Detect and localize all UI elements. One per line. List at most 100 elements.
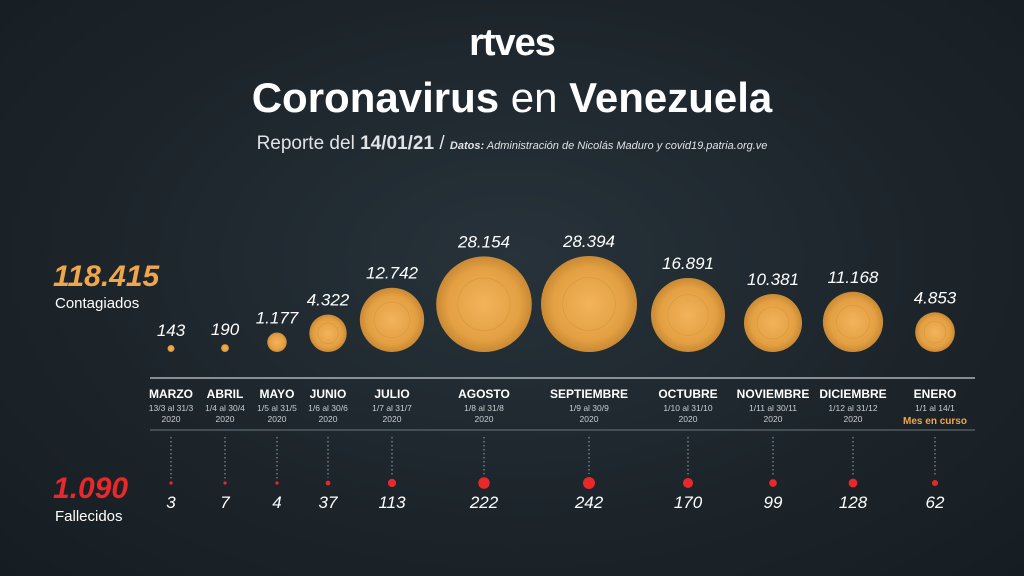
- cases-bubble-julio: [359, 287, 425, 352]
- month-name-agosto: AGOSTO: [458, 387, 510, 401]
- cases-label-julio: 12.742: [366, 264, 419, 283]
- month-year-agosto: 2020: [475, 414, 494, 424]
- bubble-ring-septiembre: [562, 277, 616, 331]
- deaths-label-octubre: 170: [674, 493, 703, 512]
- title-part-venezuela: Venezuela: [569, 74, 773, 121]
- cases-bubble-abril: [221, 344, 229, 353]
- month-range-abril: 1/4 al 30/4: [205, 403, 245, 413]
- data-source-text: Administración de Nicolás Maduro y covid…: [484, 140, 768, 152]
- month-year-mayo: 2020: [268, 414, 287, 424]
- bubble-ring-noviembre: [756, 306, 790, 340]
- deaths-label-julio: 113: [378, 493, 406, 512]
- deaths-dot-agosto: [478, 477, 490, 489]
- cases-bubble-junio: [309, 314, 347, 353]
- deaths-label-abril: 7: [220, 493, 230, 512]
- cases-label-mayo: 1.177: [256, 308, 299, 327]
- month-name-marzo: MARZO: [149, 387, 193, 401]
- deaths-dot-octubre: [682, 477, 694, 489]
- month-range-enero: 1/1 al 14/1: [915, 403, 955, 413]
- total-deaths-label: Fallecidos: [55, 508, 123, 525]
- cases-label-enero: 4.853: [914, 288, 957, 307]
- month-year-julio: 2020: [383, 414, 402, 424]
- cases-label-abril: 190: [211, 320, 240, 339]
- month-name-noviembre: NOVIEMBRE: [737, 387, 810, 401]
- month-range-mayo: 1/5 al 31/5: [257, 403, 297, 413]
- bubble-ring-enero: [923, 320, 947, 344]
- deaths-dot-mayo: [275, 481, 279, 485]
- month-name-mayo: MAYO: [260, 387, 295, 401]
- deaths-label-mayo: 4: [272, 493, 281, 512]
- month-year-septiembre: 2020: [580, 414, 599, 424]
- month-range-septiembre: 1/9 al 30/9: [569, 403, 609, 413]
- deaths-dot-enero: [931, 479, 939, 487]
- deaths-label-enero: 62: [926, 493, 945, 512]
- month-name-julio: JULIO: [374, 387, 409, 401]
- month-year-octubre: 2020: [679, 414, 698, 424]
- month-range-junio: 1/6 al 30/6: [308, 403, 348, 413]
- bubble-ring-agosto: [457, 277, 511, 331]
- month-range-marzo: 13/3 al 31/3: [149, 403, 194, 413]
- total-cases-value: 118.415: [53, 260, 160, 293]
- cases-label-marzo: 143: [157, 321, 186, 340]
- month-name-septiembre: SEPTIEMBRE: [550, 387, 628, 401]
- total-deaths-value: 1.090: [53, 472, 129, 505]
- month-range-julio: 1/7 al 31/7: [372, 403, 412, 413]
- deaths-label-junio: 37: [319, 493, 338, 512]
- subtitle-separator: /: [434, 133, 450, 154]
- title-part-en: en: [499, 74, 570, 121]
- data-source-label: Datos:: [449, 140, 485, 152]
- data-source: Datos: Administración de Nicolás Maduro …: [450, 140, 768, 152]
- deaths-dot-septiembre: [583, 477, 595, 489]
- cases-bubble-enero: [915, 312, 955, 352]
- month-range-diciembre: 1/12 al 31/12: [828, 403, 877, 413]
- deaths-dot-marzo: [169, 481, 173, 485]
- deaths-label-septiembre: 242: [574, 493, 604, 512]
- cases-label-septiembre: 28.394: [562, 232, 615, 251]
- rtve-logo: rtves: [469, 22, 556, 64]
- deaths-label-marzo: 3: [166, 493, 176, 512]
- cases-bubble-diciembre: [822, 291, 884, 353]
- title-part-coronavirus: Coronavirus: [251, 74, 500, 121]
- month-year-junio: 2020: [319, 414, 338, 424]
- month-range-agosto: 1/8 al 31/8: [464, 403, 504, 413]
- deaths-dot-noviembre: [769, 479, 777, 487]
- cases-bubble-noviembre: [743, 293, 803, 352]
- current-month-note: Mes en curso: [903, 416, 967, 427]
- deaths-dot-abril: [223, 481, 227, 485]
- cases-bubble-agosto: [436, 256, 532, 352]
- cases-label-junio: 4.322: [307, 291, 350, 310]
- page-title: Coronavirus en Venezuela: [0, 74, 1024, 122]
- cases-label-agosto: 28.154: [457, 232, 510, 251]
- month-year-marzo: 2020: [162, 414, 181, 424]
- bubble-ring-octubre: [667, 294, 709, 336]
- cases-bubble-mayo: [267, 332, 287, 352]
- deaths-label-agosto: 222: [469, 493, 499, 512]
- month-year-noviembre: 2020: [764, 414, 783, 424]
- report-prefix: Reporte del: [256, 133, 361, 154]
- cases-bubble-octubre: [650, 277, 726, 352]
- cases-label-diciembre: 11.168: [828, 268, 879, 287]
- report-subtitle: Reporte del 14/01/21 / Datos: Administra…: [0, 133, 1024, 155]
- cases-label-octubre: 16.891: [662, 254, 714, 273]
- deaths-dot-julio: [387, 478, 397, 488]
- total-cases-label: Contagiados: [55, 295, 140, 312]
- month-name-octubre: OCTUBRE: [658, 387, 717, 401]
- month-name-abril: ABRIL: [207, 387, 244, 401]
- month-name-junio: JUNIO: [310, 387, 347, 401]
- deaths-label-diciembre: 128: [839, 493, 868, 512]
- month-range-noviembre: 1/11 al 30/11: [749, 403, 797, 413]
- bubble-ring-diciembre: [836, 304, 870, 339]
- cases-bubble-marzo: [167, 345, 175, 352]
- deaths-dot-junio: [325, 480, 331, 486]
- cases-bubble-septiembre: [541, 256, 637, 352]
- month-year-diciembre: 2020: [844, 414, 863, 424]
- month-name-diciembre: DICIEMBRE: [819, 387, 886, 401]
- report-date: 14/01/21: [360, 133, 435, 154]
- deaths-label-noviembre: 99: [764, 493, 783, 512]
- month-name-enero: ENERO: [914, 387, 957, 401]
- bubble-ring-junio: [317, 322, 339, 344]
- deaths-dot-diciembre: [848, 478, 858, 488]
- bubble-ring-julio: [373, 301, 411, 338]
- month-range-octubre: 1/10 al 31/10: [663, 403, 712, 413]
